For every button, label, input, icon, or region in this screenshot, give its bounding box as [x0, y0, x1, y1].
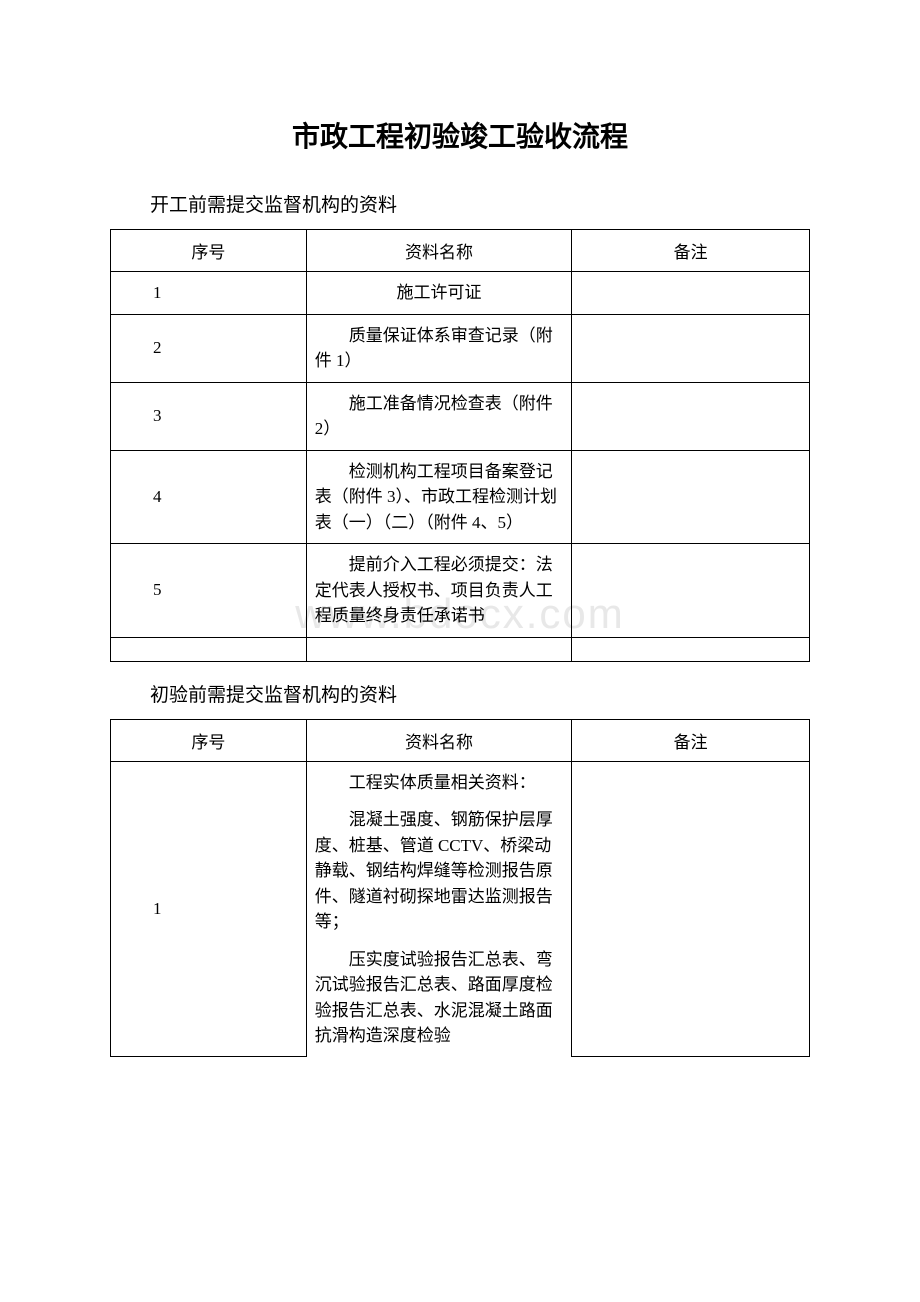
- cell-note: [572, 382, 810, 450]
- cell-note: [572, 761, 810, 1057]
- section1-table: 序号 资料名称 备注 1 施工许可证 2 质量保证体系审查记录（附件 1） 3 …: [110, 229, 810, 662]
- table-row: 2 质量保证体系审查记录（附件 1）: [111, 314, 810, 382]
- cell-empty: [572, 637, 810, 661]
- cell-note: [572, 544, 810, 638]
- col-header-seq: 序号: [111, 230, 307, 272]
- table-row: 1 工程实体质量相关资料： 混凝土强度、钢筋保护层厚度、桩基、管道 CCTV、桥…: [111, 761, 810, 1057]
- cell-seq: 2: [111, 314, 307, 382]
- table-row: 1 施工许可证: [111, 272, 810, 315]
- section2-table: 序号 资料名称 备注 1 工程实体质量相关资料： 混凝土强度、钢筋保护层厚度、桩…: [110, 719, 810, 1058]
- table-row: 5 提前介入工程必须提交：法定代表人授权书、项目负责人工程质量终身责任承诺书: [111, 544, 810, 638]
- cell-note: [572, 314, 810, 382]
- section2-heading: 初验前需提交监督机构的资料: [150, 680, 810, 707]
- cell-empty: [306, 637, 572, 661]
- cell-seq: 5: [111, 544, 307, 638]
- cell-name: 质量保证体系审查记录（附件 1）: [306, 314, 572, 382]
- page-content: 市政工程初验竣工验收流程 开工前需提交监督机构的资料 序号 资料名称 备注 1 …: [110, 115, 810, 1057]
- page-title: 市政工程初验竣工验收流程: [110, 115, 810, 155]
- table-header-row: 序号 资料名称 备注: [111, 230, 810, 272]
- table-row: 3 施工准备情况检查表（附件 2）: [111, 382, 810, 450]
- cell-note: [572, 450, 810, 544]
- cell-empty: [111, 637, 307, 661]
- col-header-name: 资料名称: [306, 230, 572, 272]
- cell-name: 工程实体质量相关资料： 混凝土强度、钢筋保护层厚度、桩基、管道 CCTV、桥梁动…: [306, 761, 572, 1057]
- col-header-note: 备注: [572, 719, 810, 761]
- table-header-row: 序号 资料名称 备注: [111, 719, 810, 761]
- cell-name: 提前介入工程必须提交：法定代表人授权书、项目负责人工程质量终身责任承诺书: [306, 544, 572, 638]
- cell-name: 施工准备情况检查表（附件 2）: [306, 382, 572, 450]
- cell-name: 施工许可证: [306, 272, 572, 315]
- cell-name: 检测机构工程项目备案登记表（附件 3）、市政工程检测计划表（一）（二）（附件 4…: [306, 450, 572, 544]
- cell-seq: 3: [111, 382, 307, 450]
- col-header-name: 资料名称: [306, 719, 572, 761]
- cell-note: [572, 272, 810, 315]
- cell-seq: 4: [111, 450, 307, 544]
- cell-seq: 1: [111, 272, 307, 315]
- table-empty-row: [111, 637, 810, 661]
- col-header-note: 备注: [572, 230, 810, 272]
- table-row: 4 检测机构工程项目备案登记表（附件 3）、市政工程检测计划表（一）（二）（附件…: [111, 450, 810, 544]
- section1-heading: 开工前需提交监督机构的资料: [150, 190, 810, 217]
- cell-seq: 1: [111, 761, 307, 1057]
- col-header-seq: 序号: [111, 719, 307, 761]
